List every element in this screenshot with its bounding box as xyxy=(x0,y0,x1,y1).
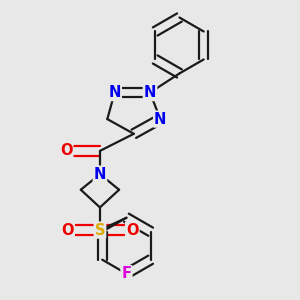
Text: O: O xyxy=(60,143,72,158)
Text: N: N xyxy=(154,112,167,127)
Text: S: S xyxy=(95,223,105,238)
Text: N: N xyxy=(94,167,106,182)
Text: O: O xyxy=(61,223,74,238)
Text: F: F xyxy=(122,266,131,281)
Text: O: O xyxy=(126,223,139,238)
Text: N: N xyxy=(144,85,156,100)
Text: N: N xyxy=(109,85,121,100)
